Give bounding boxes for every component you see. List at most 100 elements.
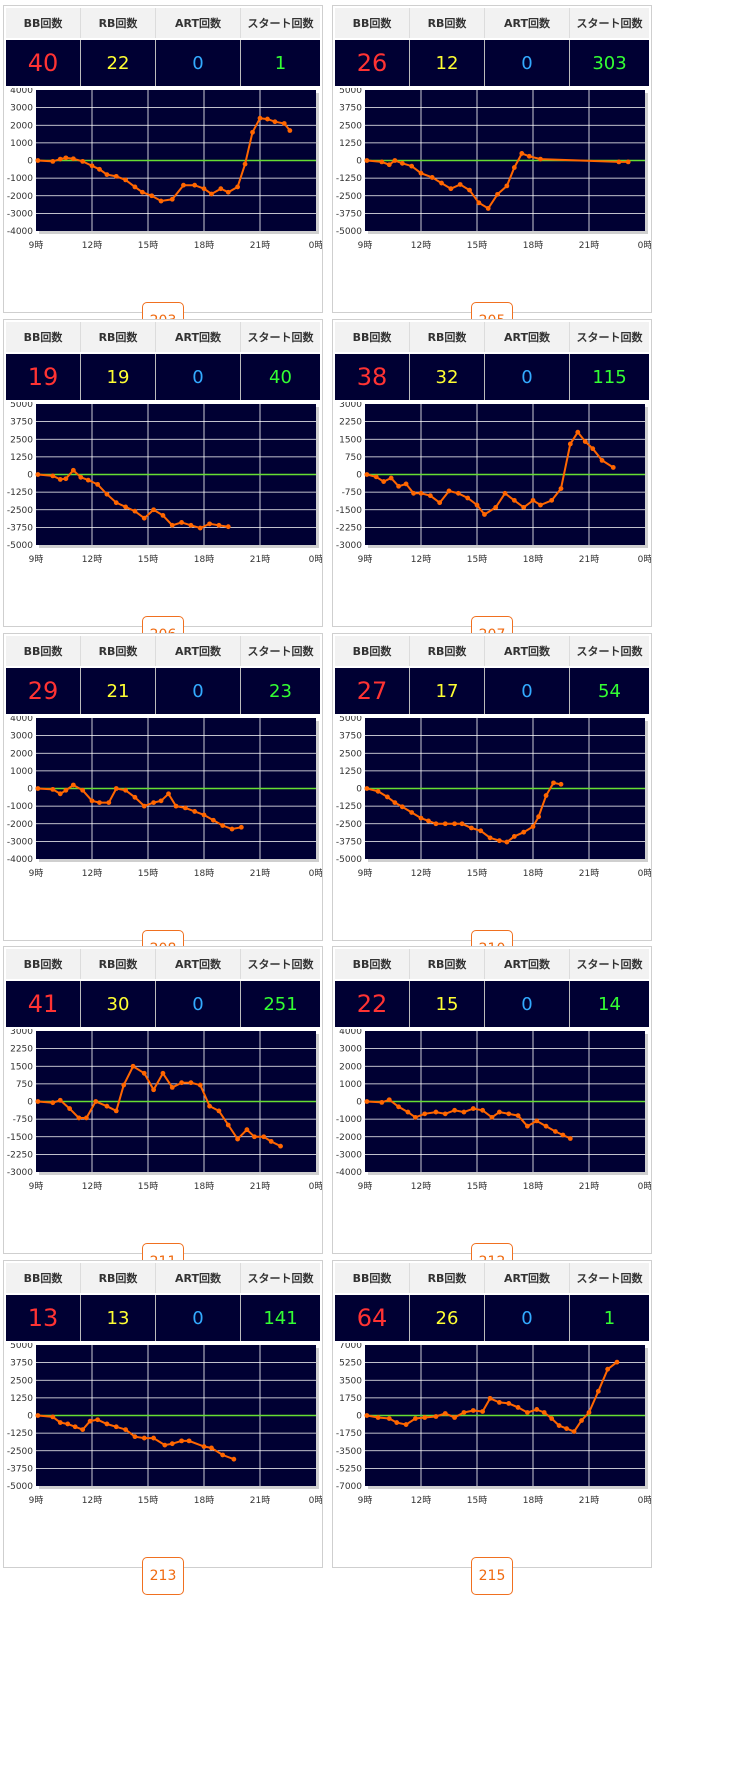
stats-header: BB回数 RB回数 ART回数 スタート回数 <box>6 322 320 352</box>
data-point <box>582 439 588 444</box>
rb-count: 30 <box>81 981 156 1027</box>
y-tick-label: 2250 <box>10 1045 33 1055</box>
stats-values: 22 15 0 14 <box>335 981 649 1027</box>
header-art: ART回数 <box>485 8 570 38</box>
stats-header: BB回数 RB回数 ART回数 スタート回数 <box>335 949 649 979</box>
data-point <box>478 828 484 834</box>
art-count: 0 <box>156 668 241 714</box>
data-point <box>207 1103 213 1109</box>
data-point <box>599 458 605 463</box>
data-point <box>87 1418 93 1424</box>
data-point <box>281 121 287 126</box>
x-tick-label: 0時 <box>638 1495 651 1506</box>
header-bb: BB回数 <box>335 8 410 38</box>
data-point <box>169 522 175 528</box>
data-point <box>278 1143 283 1149</box>
data-point <box>231 1456 237 1462</box>
data-point <box>399 160 405 166</box>
stats-values: 13 13 0 141 <box>6 1295 320 1341</box>
y-tick-label: -1750 <box>336 1429 362 1439</box>
data-point <box>149 193 155 199</box>
data-point <box>495 191 500 197</box>
data-point <box>197 1082 203 1088</box>
data-point <box>452 1107 457 1113</box>
data-point <box>586 1410 592 1415</box>
machine-number-button[interactable]: 213 <box>142 1557 184 1595</box>
data-point <box>511 834 517 839</box>
data-point <box>207 521 213 527</box>
start-count: 40 <box>269 366 292 388</box>
machine-number-button[interactable]: 215 <box>471 1557 513 1595</box>
header-start: スタート回数 <box>247 1272 314 1285</box>
data-point <box>442 1111 448 1117</box>
data-point <box>70 156 76 162</box>
data-point <box>261 1134 267 1140</box>
data-point <box>465 495 471 501</box>
start-count: 141 <box>263 1307 298 1329</box>
data-point <box>104 1421 110 1427</box>
bb-count: 19 <box>6 354 81 400</box>
header-art: ART回数 <box>485 636 570 666</box>
y-tick-label: 2250 <box>339 418 362 428</box>
y-tick-label: 0 <box>356 471 362 481</box>
machine-card: BB回数 RB回数 ART回数 スタート回数 29 21 0 23 4000 3000 2000 10… <box>3 633 323 968</box>
data-point <box>506 1401 512 1406</box>
y-tick-label: 5250 <box>339 1359 362 1369</box>
header-start: スタート回数 <box>247 331 314 344</box>
data-point <box>551 780 556 786</box>
header-art: ART回数 <box>156 8 241 38</box>
x-tick-label: 0時 <box>638 240 651 251</box>
data-point <box>525 1123 530 1129</box>
y-tick-label: 0 <box>356 1098 362 1108</box>
data-point <box>534 1407 540 1412</box>
data-point <box>543 1123 549 1129</box>
x-tick-label: 12時 <box>411 868 431 879</box>
data-point <box>132 184 138 190</box>
header-bb: BB回数 <box>6 949 81 979</box>
y-tick-label: -3000 <box>7 209 33 219</box>
header-bb: BB回数 <box>6 8 81 38</box>
x-tick-label: 18時 <box>194 554 214 565</box>
x-tick-label: 12時 <box>411 554 431 565</box>
series-line <box>366 152 629 210</box>
x-tick-label: 21時 <box>250 240 270 251</box>
data-point <box>173 803 179 809</box>
x-tick-label: 18時 <box>523 1181 543 1192</box>
header-bb: BB回数 <box>335 322 410 352</box>
data-point <box>238 824 244 830</box>
data-point <box>530 497 536 503</box>
data-point <box>181 182 186 188</box>
machine-card: BB回数 RB回数 ART回数 スタート回数 38 32 0 115 3000 2250 1500 7… <box>332 319 652 654</box>
data-point <box>121 1082 127 1088</box>
data-point <box>418 815 424 821</box>
data-point <box>595 1388 601 1394</box>
stats-values: 27 17 0 54 <box>335 668 649 714</box>
data-point <box>364 1099 370 1104</box>
start-count: 251 <box>263 993 298 1015</box>
data-point <box>151 800 157 805</box>
data-point <box>50 1100 56 1106</box>
data-point <box>504 183 510 189</box>
data-point <box>50 786 56 792</box>
x-tick-label: 9時 <box>29 868 44 879</box>
data-point <box>70 782 76 788</box>
x-tick-label: 12時 <box>82 868 102 879</box>
data-point <box>442 821 448 827</box>
data-point <box>106 800 112 805</box>
slump-chart: 7000 5250 3500 1750 0 -1750 -3500 -5250 -7000 9時 1… <box>336 1343 651 1506</box>
rb-count: 19 <box>81 354 156 400</box>
data-point <box>452 1415 457 1420</box>
y-tick-label: 2000 <box>10 121 33 131</box>
data-point <box>141 1435 147 1441</box>
y-tick-label: 3750 <box>339 104 362 114</box>
data-point <box>553 1129 558 1134</box>
slump-chart: 5000 3750 2500 1250 0 -1250 -2500 -3750 -5000 9時 1… <box>7 402 322 565</box>
data-point <box>216 1108 222 1114</box>
header-bb: BB回数 <box>335 1263 410 1293</box>
data-point <box>225 524 231 530</box>
y-tick-label: -3000 <box>336 541 362 551</box>
data-point <box>179 520 185 525</box>
data-point <box>151 1087 157 1093</box>
header-rb: RB回数 <box>410 322 485 352</box>
data-point <box>502 490 508 496</box>
